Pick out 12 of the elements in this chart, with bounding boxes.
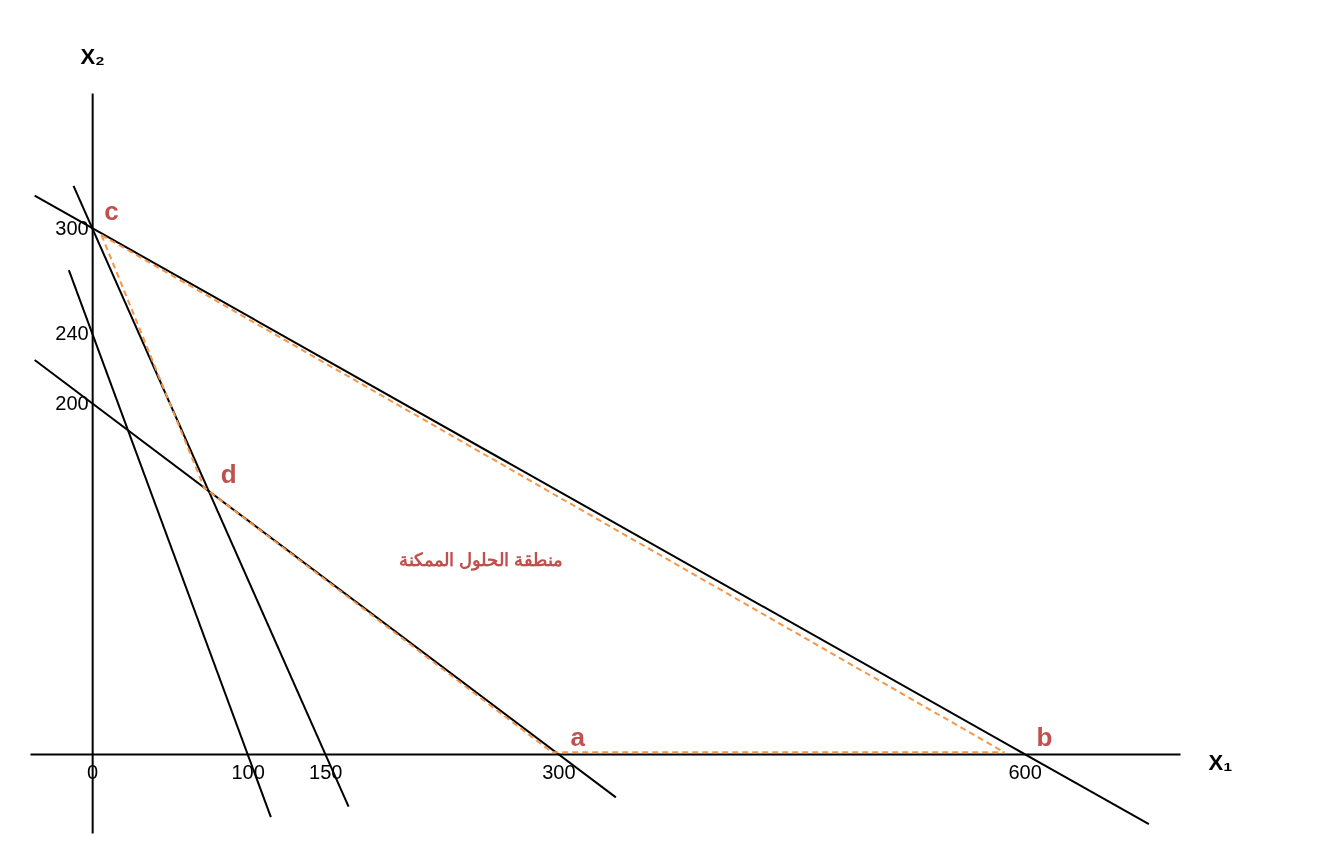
annotation: d: [220, 459, 237, 490]
x-tick-label: 300: [542, 760, 576, 783]
y-tick-label: 300: [55, 216, 89, 239]
x-tick-label: 600: [1008, 760, 1042, 783]
x-axis-title: X₁: [1208, 749, 1233, 775]
y-axis-title: X₂: [80, 43, 105, 69]
annotation: a: [570, 722, 586, 753]
y-tick-label: 200: [55, 391, 89, 414]
annotation: b: [1036, 722, 1053, 753]
annotation: منطقة الحلول الممكنة: [398, 550, 563, 572]
y-tick-label: 240: [55, 321, 89, 344]
annotation: c: [104, 196, 119, 227]
